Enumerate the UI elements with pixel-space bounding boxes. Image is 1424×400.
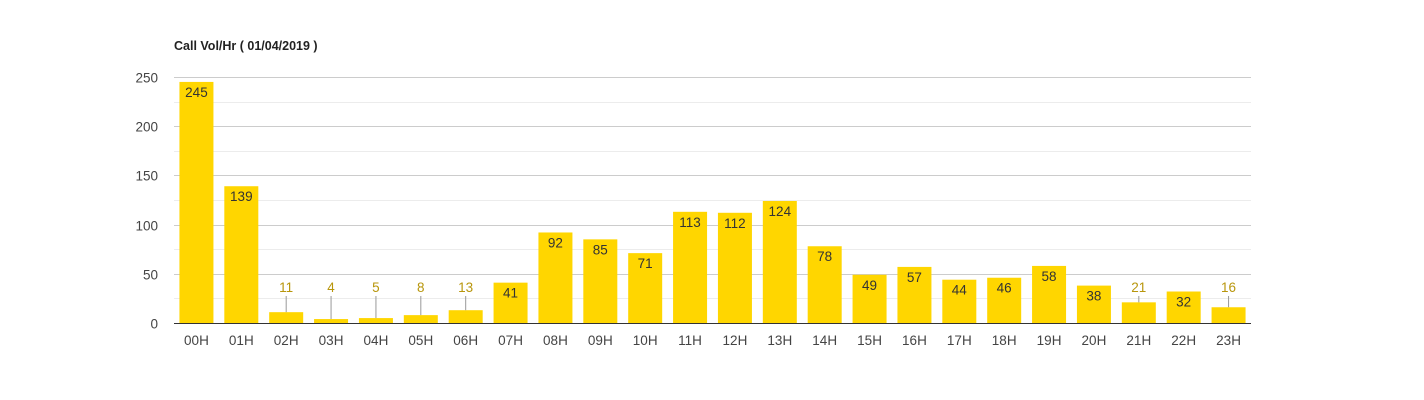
- y-tick-label: 200: [135, 120, 158, 135]
- data-label: 5: [372, 280, 380, 295]
- data-label: 139: [230, 189, 253, 204]
- bar: [942, 279, 977, 323]
- x-tick-label: 22H: [1171, 333, 1196, 348]
- bar: [314, 319, 349, 323]
- data-label: 21: [1131, 280, 1146, 295]
- data-label: 38: [1086, 289, 1101, 304]
- data-label: 78: [817, 249, 832, 264]
- x-tick-label: 14H: [812, 333, 837, 348]
- x-tick-label: 00H: [184, 333, 209, 348]
- data-label: 124: [769, 204, 792, 219]
- data-label: 4: [327, 280, 335, 295]
- x-tick-label: 20H: [1082, 333, 1107, 348]
- data-label: 71: [638, 256, 653, 271]
- x-tick-label: 09H: [588, 333, 613, 348]
- bar: [852, 274, 887, 323]
- bar: [807, 246, 842, 323]
- x-tick-label: 17H: [947, 333, 972, 348]
- gridlines: [174, 77, 1251, 299]
- x-tick-label: 06H: [453, 333, 478, 348]
- data-label: 46: [997, 281, 1012, 296]
- data-label: 92: [548, 235, 563, 250]
- x-tick-label: 05H: [408, 333, 433, 348]
- y-tick-label: 50: [143, 268, 158, 283]
- bar: [448, 310, 483, 323]
- data-label: 85: [593, 242, 608, 257]
- x-tick-label: 18H: [992, 333, 1017, 348]
- y-tick-label: 100: [135, 219, 158, 234]
- data-label: 16: [1221, 280, 1236, 295]
- x-tick-label: 11H: [678, 333, 702, 348]
- x-tick-label: 01H: [229, 333, 254, 348]
- bar: [762, 200, 797, 323]
- x-tick-label: 03H: [319, 333, 344, 348]
- x-tick-label: 02H: [274, 333, 299, 348]
- x-tick-label: 15H: [857, 333, 882, 348]
- data-label: 8: [417, 280, 425, 295]
- data-label: 41: [503, 286, 518, 301]
- data-label: 11: [279, 280, 293, 295]
- x-tick-label: 23H: [1216, 333, 1241, 348]
- bar: [1211, 307, 1246, 323]
- bar: [538, 232, 573, 323]
- bar: [493, 282, 528, 323]
- bar: [628, 253, 663, 323]
- bar: [179, 81, 214, 323]
- y-axis: 0 50 100 150 200 250: [135, 71, 158, 332]
- bar: [224, 186, 259, 323]
- bar: [1076, 285, 1111, 323]
- data-label: 49: [862, 278, 877, 293]
- bar: [673, 211, 708, 323]
- data-label: 57: [907, 270, 922, 285]
- y-tick-label: 0: [150, 317, 158, 332]
- bar: [1032, 265, 1067, 323]
- x-tick-label: 04H: [364, 333, 389, 348]
- x-tick-label: 10H: [633, 333, 658, 348]
- data-label: 32: [1176, 295, 1191, 310]
- bar: [358, 318, 393, 323]
- data-label: 112: [724, 216, 746, 231]
- chart-title: Call Vol/Hr ( 01/04/2019 ): [174, 39, 318, 53]
- bar: [717, 212, 752, 323]
- bar: [583, 239, 618, 323]
- data-label: 13: [458, 280, 473, 295]
- x-axis: 00H 01H 02H 03H 04H 05H 06H 07H 08H 09H 10H 11H 12H 1…: [174, 323, 1251, 348]
- data-label: 44: [952, 283, 968, 298]
- bar: [897, 266, 932, 323]
- bar: [987, 277, 1022, 323]
- x-tick-label: 07H: [498, 333, 523, 348]
- x-tick-label: 13H: [767, 333, 792, 348]
- y-tick-label: 150: [135, 169, 158, 184]
- bar: [1166, 291, 1201, 323]
- x-tick-label: 12H: [723, 333, 748, 348]
- y-tick-label: 250: [135, 71, 158, 86]
- bars: [179, 81, 1246, 323]
- data-label: 113: [679, 215, 701, 230]
- bar: [269, 312, 304, 323]
- x-tick-label: 16H: [902, 333, 927, 348]
- bar: [1121, 302, 1156, 323]
- data-label: 58: [1042, 269, 1057, 284]
- bar: [403, 315, 438, 323]
- x-tick-label: 08H: [543, 333, 568, 348]
- x-tick-label: 21H: [1126, 333, 1151, 348]
- data-label: 245: [185, 85, 208, 100]
- x-tick-label: 19H: [1037, 333, 1062, 348]
